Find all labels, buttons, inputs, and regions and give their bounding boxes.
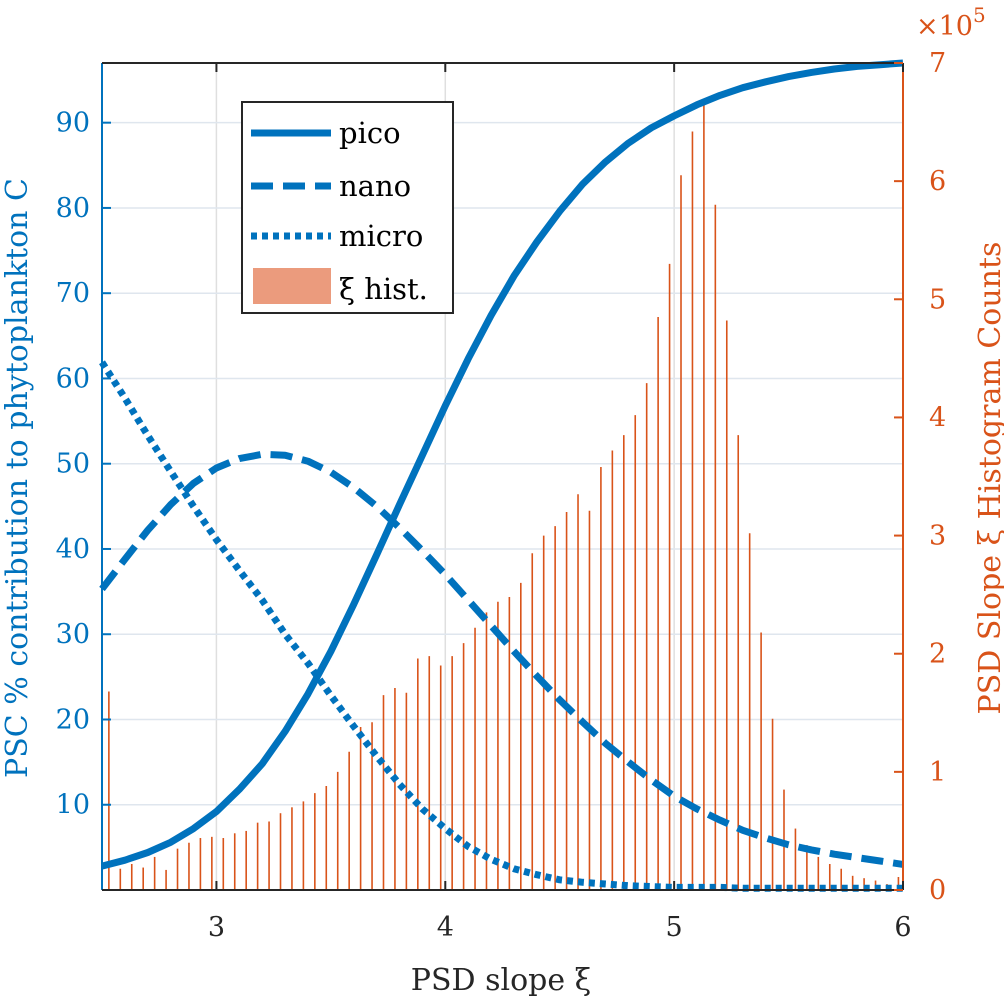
right-axis-exponent: ×105 bbox=[916, 3, 986, 42]
y-right-tick-label-6: 6 bbox=[929, 166, 946, 197]
line-nano bbox=[99, 450, 904, 868]
y-right-tick-label-0: 0 bbox=[929, 875, 946, 906]
y-right-tick-label-3: 3 bbox=[929, 521, 946, 552]
y-right-tick-label-2: 2 bbox=[929, 639, 946, 670]
y-left-tick-label-30: 30 bbox=[56, 619, 90, 650]
legend-label-nano: nano bbox=[339, 169, 411, 203]
right-axis-exponent-base: ×10 bbox=[916, 11, 973, 42]
tick-labels: 3 4 5 6 10 20 30 40 50 60 70 80 90 0 1 2 3 4 5 6 7 bbox=[56, 48, 947, 943]
x-tick-label-6: 6 bbox=[894, 912, 911, 943]
y-right-tick-label-4: 4 bbox=[929, 402, 946, 433]
x-axis-label: PSD slope ξ bbox=[411, 963, 591, 998]
y-axis-right-label: PSD Slope ξ Histogram Counts bbox=[973, 242, 1004, 715]
legend-label-hist: ξ hist. bbox=[339, 272, 428, 306]
legend: pico nano micro ξ hist. bbox=[241, 101, 454, 314]
y-left-tick-label-50: 50 bbox=[56, 449, 90, 480]
y-left-tick-label-70: 70 bbox=[56, 278, 90, 309]
y-right-tick-label-1: 1 bbox=[929, 757, 946, 788]
y-left-tick-label-80: 80 bbox=[56, 193, 90, 224]
legend-label-micro: micro bbox=[339, 219, 423, 253]
y-left-tick-label-60: 60 bbox=[56, 363, 90, 394]
y-axis-left-label: PSC % contribution to phytoplankton C bbox=[0, 178, 35, 778]
axes bbox=[101, 62, 904, 891]
y-left-tick-label-10: 10 bbox=[56, 790, 90, 821]
y-right-tick-label-7: 7 bbox=[929, 48, 946, 79]
legend-swatch-hist bbox=[253, 268, 331, 304]
line-micro bbox=[99, 360, 903, 892]
psc-lines bbox=[99, 59, 904, 892]
y-left-tick-label-90: 90 bbox=[56, 108, 90, 139]
y-left-tick-label-20: 20 bbox=[56, 704, 90, 735]
x-tick-label-4: 4 bbox=[437, 912, 454, 943]
y-right-tick-label-5: 5 bbox=[929, 284, 946, 315]
legend-label-pico: pico bbox=[339, 116, 401, 150]
x-tick-label-3: 3 bbox=[208, 912, 225, 943]
right-axis-exponent-power: 5 bbox=[973, 3, 986, 27]
y-left-tick-label-40: 40 bbox=[56, 534, 90, 565]
line-pico bbox=[101, 59, 904, 870]
histogram-bars bbox=[108, 100, 900, 890]
x-tick-label-5: 5 bbox=[666, 912, 683, 943]
